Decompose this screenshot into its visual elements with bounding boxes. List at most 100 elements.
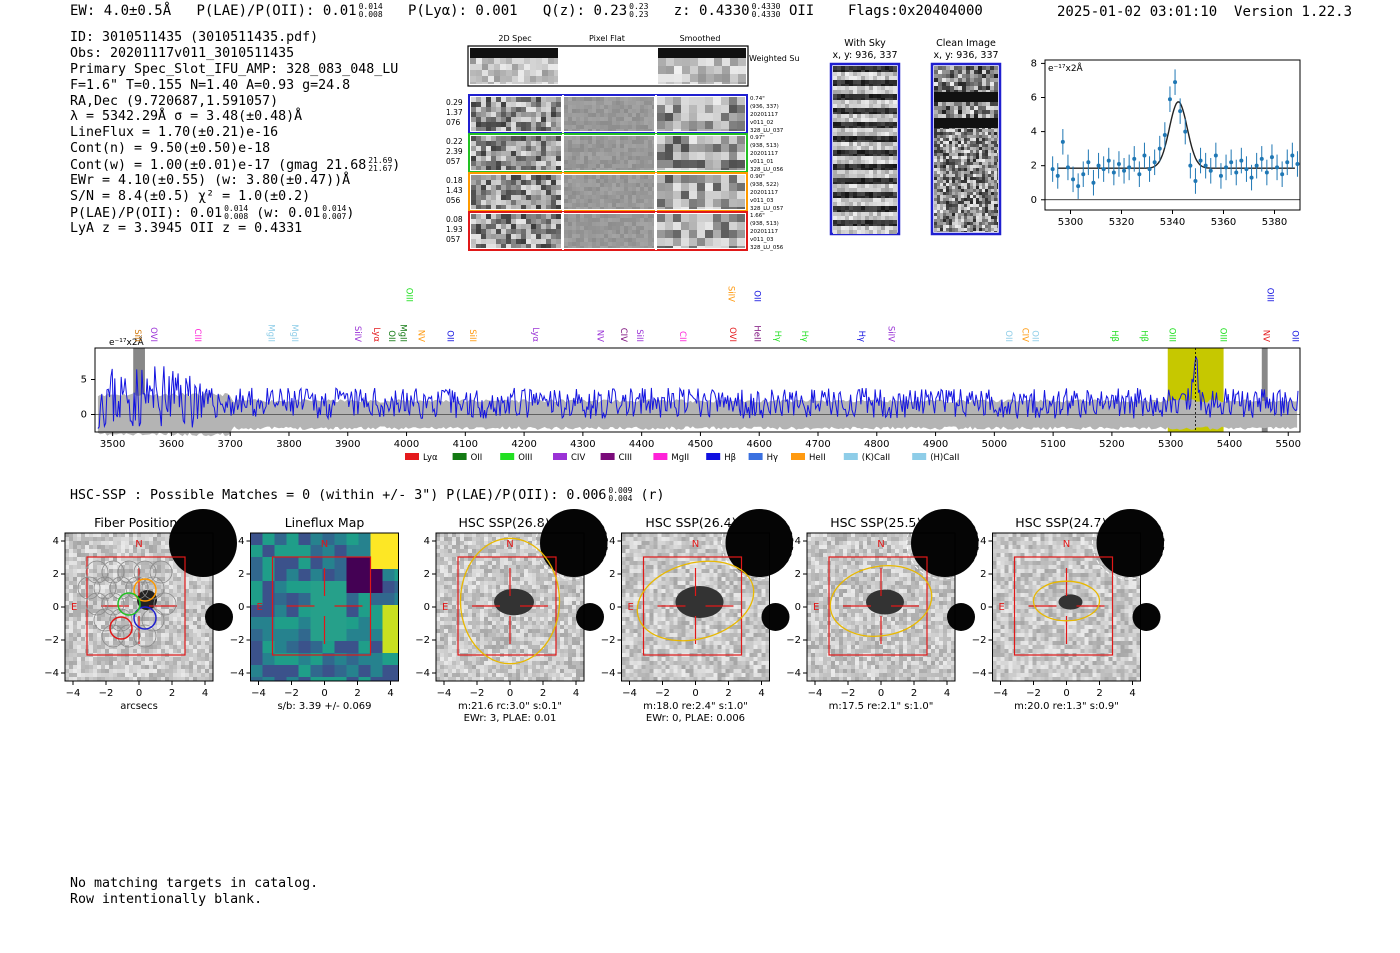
noise-pixel — [833, 108, 837, 112]
noise-pixel — [173, 641, 177, 645]
noise-pixel — [616, 214, 620, 218]
noise-pixel — [105, 589, 109, 593]
noise-pixel — [889, 150, 893, 154]
noise-pixel — [974, 82, 978, 86]
noise-pixel — [600, 203, 604, 207]
noise-pixel — [979, 216, 982, 219]
noise-pixel — [121, 557, 125, 561]
noise-pixel — [973, 198, 976, 201]
noise-pixel — [612, 195, 616, 199]
noise-pixel — [101, 621, 105, 625]
noise-pixel — [873, 224, 877, 226]
noise-pixel — [501, 136, 506, 141]
noise-pixel — [853, 150, 857, 154]
zoom-data-point — [1071, 177, 1076, 182]
noise-pixel — [576, 234, 580, 238]
noise-pixel — [600, 191, 604, 195]
noise-pixel — [681, 121, 689, 129]
noise-pixel — [648, 125, 652, 129]
noise-pixel — [69, 533, 73, 537]
noise-pixel — [873, 184, 877, 188]
noise-pixel — [934, 106, 938, 110]
noise-pixel — [946, 132, 949, 135]
sky-panels: With Sky x, y: 936, 337 Clean Image x, y… — [829, 38, 1002, 236]
noise-pixel — [681, 152, 689, 160]
noise-pixel — [893, 72, 897, 76]
noise-pixel — [506, 151, 511, 156]
noise-pixel — [845, 220, 849, 224]
noise-pixel — [861, 220, 865, 224]
noise-pixel — [608, 199, 612, 203]
noise-pixel — [576, 191, 580, 195]
noise-pixel — [624, 125, 628, 129]
noise-pixel — [491, 161, 496, 166]
noise-pixel — [841, 212, 845, 216]
noise-pixel — [976, 177, 979, 180]
noise-pixel — [865, 198, 869, 202]
noise-pixel — [121, 641, 125, 645]
noise-pixel — [729, 129, 737, 131]
noise-pixel — [632, 156, 636, 160]
noise-pixel — [729, 246, 737, 248]
noise-pixel — [551, 156, 556, 161]
noise-pixel — [648, 203, 652, 207]
noise-pixel — [973, 207, 976, 210]
noise-pixel — [841, 150, 845, 154]
noise-pixel — [530, 64, 536, 70]
noise-pixel — [865, 178, 869, 182]
noise-pixel — [476, 195, 481, 200]
noise-pixel — [157, 553, 161, 557]
noise-pixel — [600, 97, 604, 101]
noise-pixel — [889, 224, 893, 226]
noise-pixel — [877, 142, 881, 146]
noise-pixel — [937, 162, 940, 165]
noise-pixel — [145, 557, 149, 561]
noise-pixel — [967, 201, 970, 204]
noise-pixel — [845, 154, 849, 156]
noise-pixel — [958, 70, 962, 74]
noise-pixel — [673, 175, 681, 183]
noise-pixel — [964, 174, 967, 177]
noise-pixel — [165, 533, 169, 537]
noise-pixel — [89, 573, 93, 577]
noise-pixel — [193, 585, 197, 589]
noise-pixel — [681, 129, 689, 131]
noise-pixel — [964, 132, 967, 135]
noise-pixel — [636, 113, 640, 117]
noise-pixel — [885, 188, 889, 192]
noise-pixel — [673, 152, 681, 160]
noise-pixel — [943, 135, 946, 138]
noise-pixel — [471, 234, 476, 239]
noise-pixel — [946, 66, 950, 70]
noise-pixel — [849, 168, 853, 170]
noise-pixel — [137, 557, 141, 561]
noise-pixel — [673, 97, 681, 105]
noise-pixel — [640, 238, 644, 242]
noise-pixel — [113, 601, 117, 605]
noise-pixel — [584, 207, 588, 209]
noise-pixel — [837, 128, 841, 132]
noise-pixel — [470, 70, 476, 76]
noise-pixel — [652, 148, 654, 152]
sky-light-stripe — [833, 100, 897, 108]
noise-pixel — [541, 127, 546, 131]
noise-pixel — [737, 97, 745, 105]
noise-pixel — [713, 105, 721, 113]
noise-pixel — [853, 142, 857, 146]
noise-pixel — [961, 231, 964, 232]
noise-pixel — [889, 174, 893, 178]
noise-pixel — [476, 166, 481, 170]
noise-pixel — [97, 645, 101, 649]
noise-pixel — [697, 113, 705, 121]
noise-pixel — [612, 203, 616, 207]
noise-pixel — [648, 113, 652, 117]
noise-pixel — [628, 230, 632, 234]
noise-pixel — [994, 132, 997, 135]
noise-pixel — [568, 214, 572, 218]
noise-pixel — [857, 66, 861, 70]
noise-pixel — [157, 613, 161, 617]
noise-pixel — [857, 98, 861, 100]
noise-pixel — [69, 573, 73, 577]
noise-pixel — [584, 222, 588, 226]
noise-pixel — [193, 601, 197, 605]
